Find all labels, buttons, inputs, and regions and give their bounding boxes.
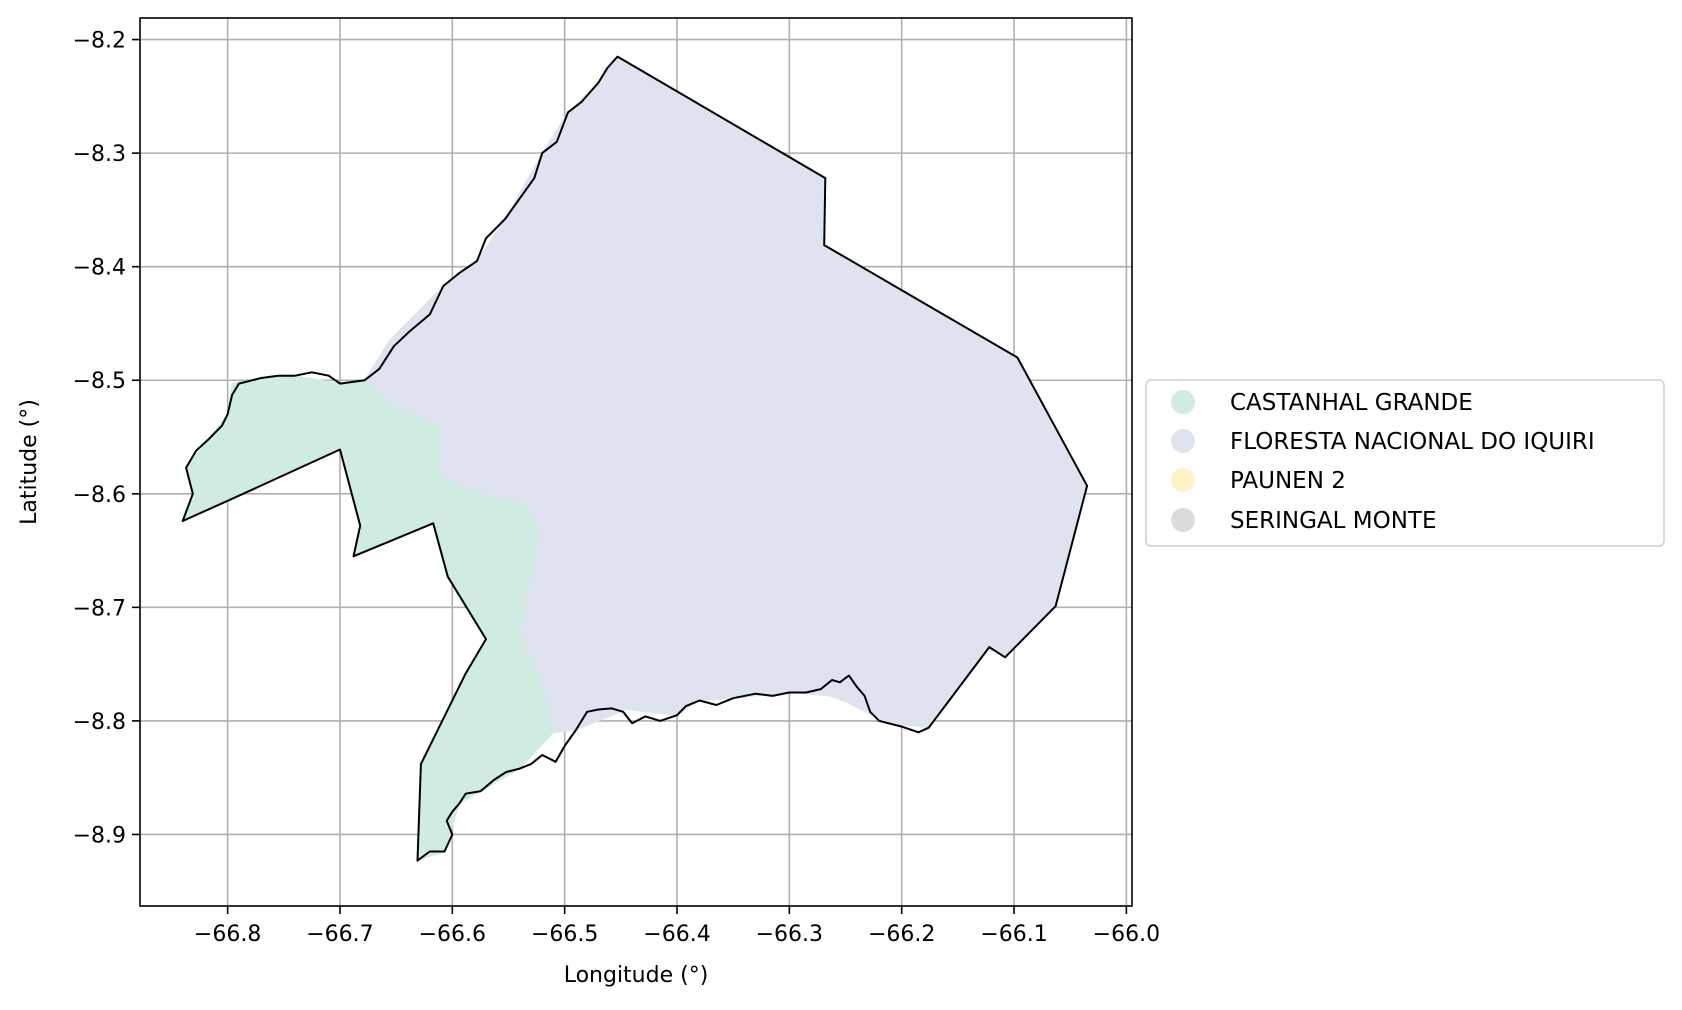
y-tick-label: −8.4	[73, 256, 126, 281]
legend-marker-castanhal-grande	[1171, 390, 1195, 414]
x-tick-label: −66.2	[868, 922, 935, 947]
x-tick-label: −66.6	[419, 922, 486, 947]
y-tick-label: −8.5	[73, 369, 126, 394]
x-tick-label: −66.3	[756, 922, 823, 947]
x-tick-label: −66.7	[306, 922, 373, 947]
legend-label-castanhal-grande: CASTANHAL GRANDE	[1230, 390, 1473, 416]
y-tick-label: −8.6	[73, 483, 126, 508]
y-tick-label: −8.9	[73, 823, 126, 848]
axes-frame	[139, 17, 1133, 907]
legend-label-paunen-2: PAUNEN 2	[1230, 468, 1346, 494]
legend-label-floresta-nacional-do-iquiri: FLORESTA NACIONAL DO IQUIRI	[1230, 429, 1595, 455]
y-axis-label: Latitude (°)	[17, 399, 42, 525]
x-tick-label: −66.1	[980, 922, 1047, 947]
legend-marker-floresta-nacional-do-iquiri	[1171, 429, 1195, 453]
legend-marker-paunen-2	[1171, 468, 1195, 492]
study-area-outline	[181, 55, 1089, 862]
x-tick-label: −66.4	[643, 922, 710, 947]
legend-box	[1145, 379, 1665, 547]
legend-marker-seringal-monte	[1171, 508, 1195, 532]
y-tick-label: −8.2	[73, 29, 126, 54]
legend-label-seringal-monte: SERINGAL MONTE	[1230, 508, 1437, 534]
x-tick-label: −66.8	[194, 922, 261, 947]
x-axis-label: Longitude (°)	[564, 963, 709, 988]
y-tick-label: −8.8	[73, 710, 126, 735]
map-boundary	[181, 55, 1089, 862]
x-tick-label: −66.5	[531, 922, 598, 947]
y-tick-label: −8.7	[73, 596, 126, 621]
axis-ticks: −66.8 −66.7 −66.6 −66.5 −66.4 −66.3 −66.2 −66.1…	[73, 29, 1161, 947]
y-tick-label: −8.3	[73, 142, 126, 167]
x-tick-label: −66.0	[1093, 922, 1160, 947]
legend: CASTANHAL GRANDE FLORESTA NACIONAL DO IQ…	[1145, 379, 1665, 547]
